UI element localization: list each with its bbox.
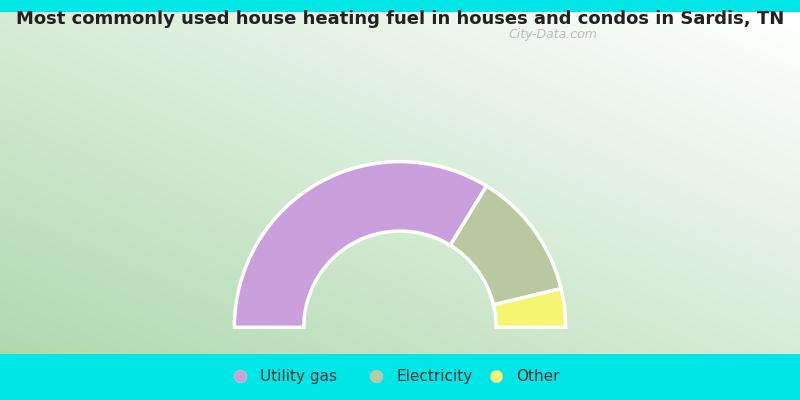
Wedge shape (494, 289, 566, 327)
Text: City-Data.com: City-Data.com (509, 28, 598, 41)
Text: Most commonly used house heating fuel in houses and condos in Sardis, TN: Most commonly used house heating fuel in… (16, 10, 784, 28)
Text: Electricity: Electricity (396, 368, 472, 384)
Wedge shape (450, 186, 561, 305)
Wedge shape (234, 162, 486, 327)
Text: Other: Other (516, 368, 559, 384)
Text: Utility gas: Utility gas (260, 368, 337, 384)
